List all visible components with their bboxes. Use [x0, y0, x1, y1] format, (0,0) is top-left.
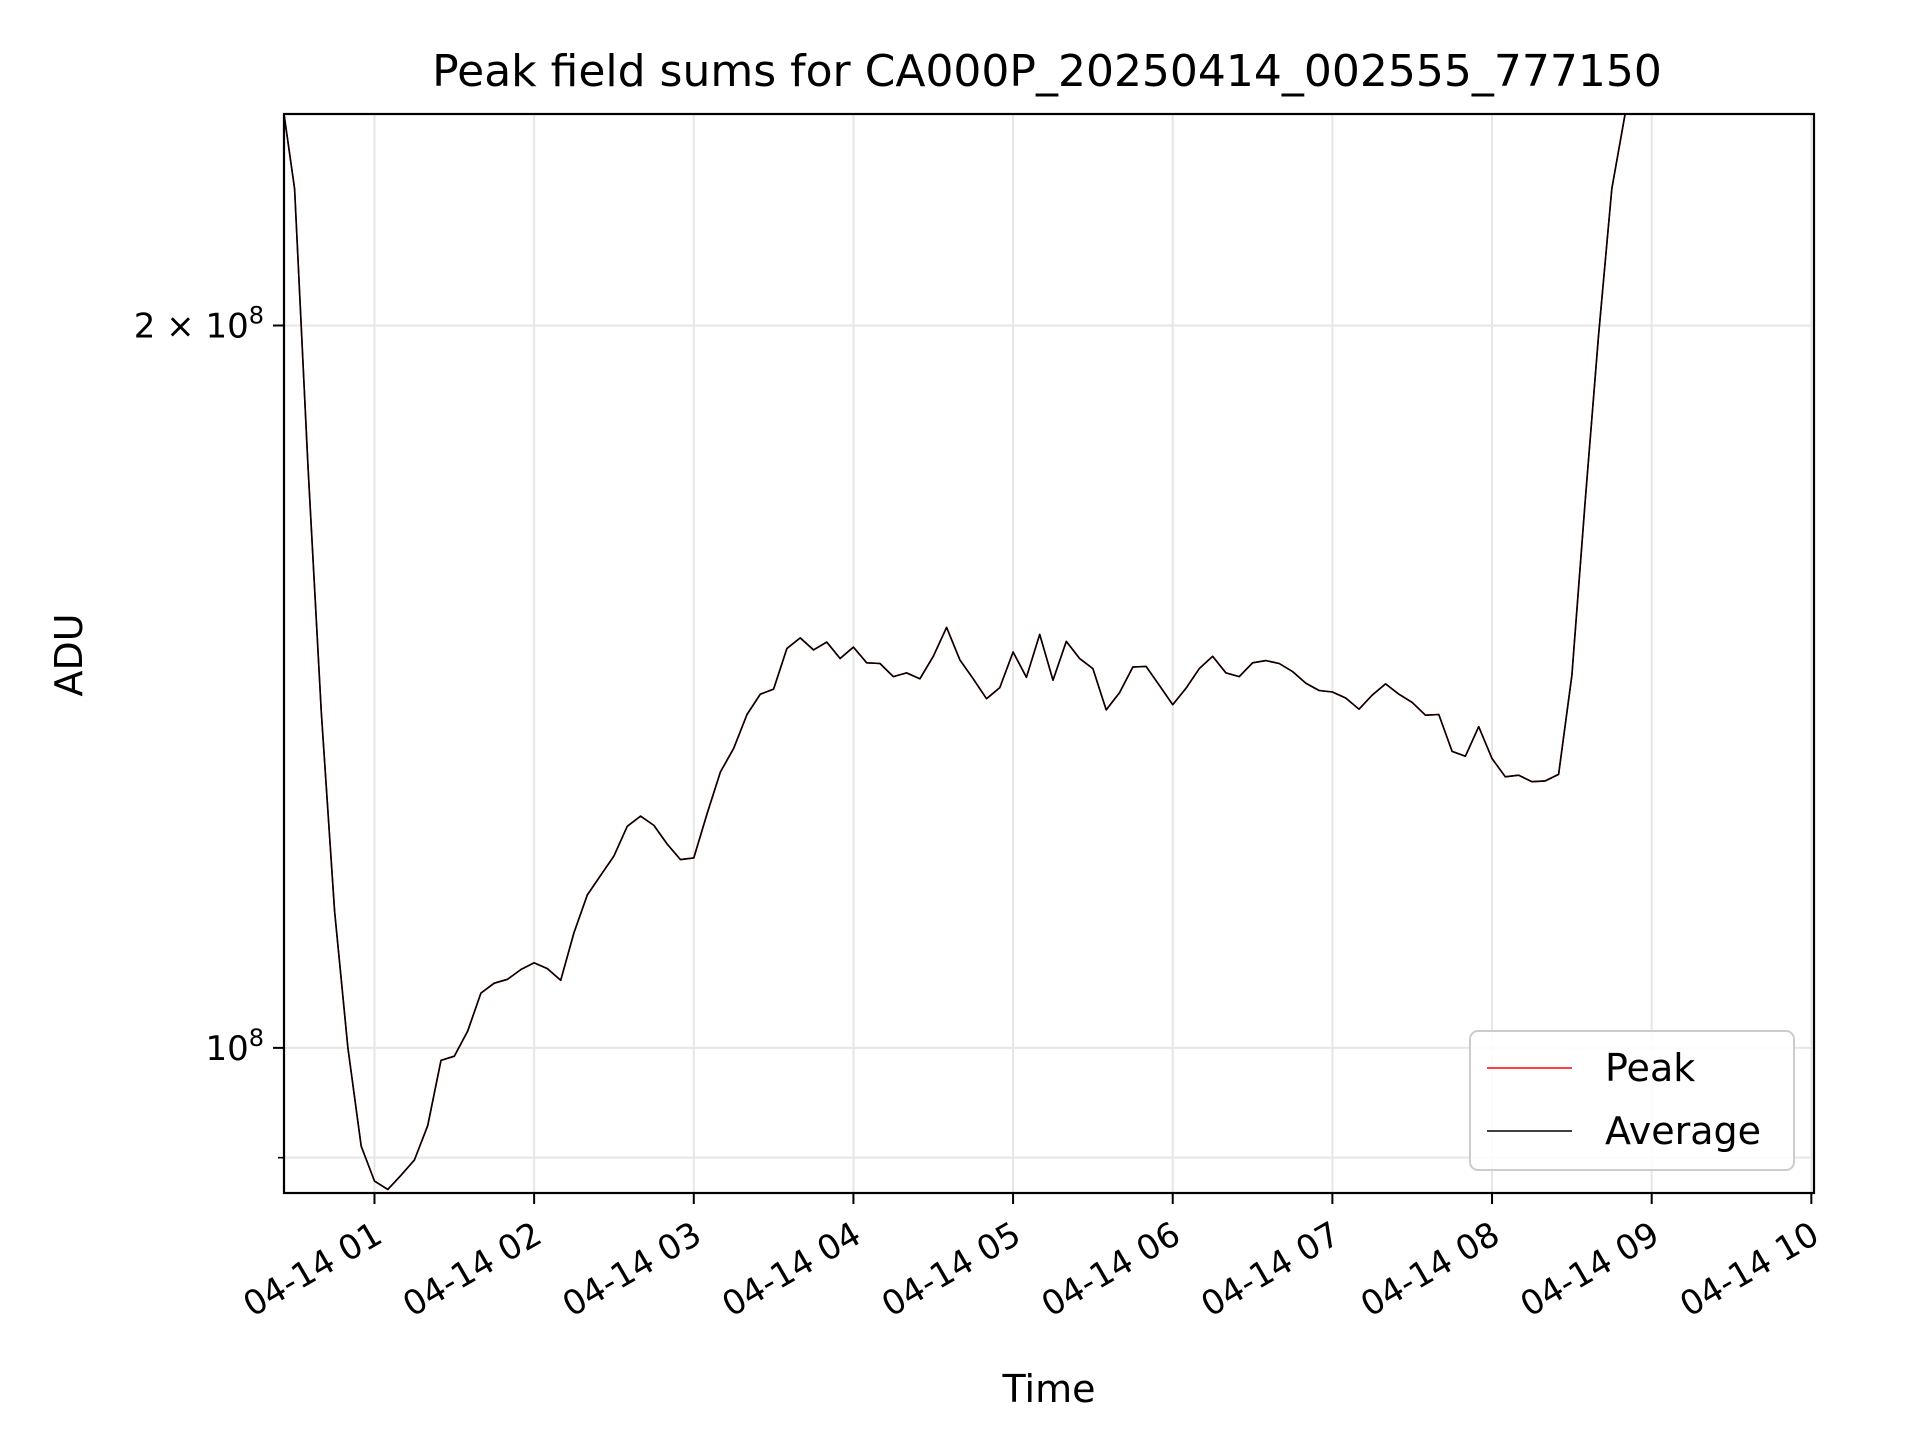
- series-layer: [284, 114, 1626, 1191]
- y-axis: 2 × 108 108: [134, 301, 284, 1159]
- legend-label-average: Average: [1605, 1109, 1761, 1153]
- x-axis-label: Time: [1002, 1367, 1096, 1411]
- y-tick-label-1: 108: [205, 1024, 264, 1069]
- legend-box: [1469, 1030, 1795, 1171]
- series-line-average: [284, 114, 1626, 1191]
- legend: Peak Average: [1469, 1030, 1795, 1171]
- chart-title: Peak field sums for CA000P_20250414_0025…: [432, 46, 1662, 97]
- grid: [284, 114, 1814, 1193]
- y-tick-label-0: 2 × 108: [134, 301, 264, 346]
- plot-frame: [282, 112, 1816, 1195]
- y-axis-label: ADU: [47, 613, 91, 696]
- legend-label-peak: Peak: [1605, 1046, 1695, 1090]
